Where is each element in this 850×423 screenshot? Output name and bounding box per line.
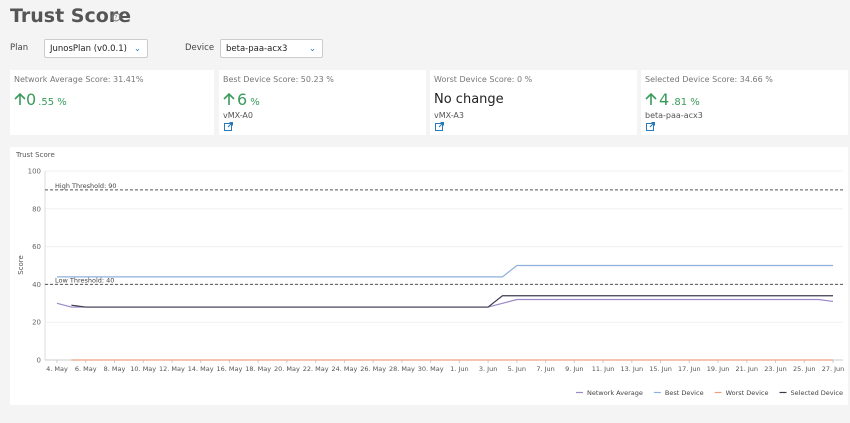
link-icon[interactable] <box>224 122 233 131</box>
x-tick-label: 21. Jun <box>735 365 758 373</box>
card-value: No change <box>434 92 504 107</box>
legend-label: Best Device <box>665 389 704 397</box>
x-tick-label: 10. May <box>130 365 156 373</box>
link-icon[interactable] <box>435 122 444 131</box>
plan-label: Plan <box>10 43 29 53</box>
card: Best Device Score: 50.23 % 6% vMX-A0 <box>219 70 426 135</box>
x-tick-label: 12. May <box>159 365 185 373</box>
threshold-label: High Threshold: 90 <box>55 182 117 190</box>
x-tick-label: 4. May <box>46 365 68 373</box>
series-line <box>71 295 833 308</box>
plan-value: JunosPlan (v0.0.1) <box>50 44 127 54</box>
x-tick-label: 15. Jun <box>649 365 672 373</box>
svg-text:?: ? <box>114 15 117 22</box>
chart: Trust Score Score 0 20 40 60 80 100 4. May 6. M… <box>10 147 848 405</box>
value-fraction: .81 % <box>671 97 700 108</box>
x-tick-label: 14. May <box>188 365 214 373</box>
x-tick-label: 17. Jun <box>678 365 701 373</box>
legend-label: Selected Device <box>791 389 843 397</box>
card-label: Network Average Score: 31.41% <box>14 75 144 84</box>
device-name: vMX-A0 <box>223 111 253 120</box>
card: Network Average Score: 31.41% 0.55 % <box>10 70 214 135</box>
chart-title: Trust Score <box>15 151 55 159</box>
x-tick-label: 22. May <box>303 365 329 373</box>
y-tick-label: 100 <box>28 168 41 176</box>
card-value: 6% <box>223 90 260 109</box>
y-tick-label: 40 <box>32 281 41 289</box>
plan-dropdown[interactable]: JunosPlan (v0.0.1) ⌄ <box>44 39 148 58</box>
x-tick-label: 24. May <box>331 365 357 373</box>
x-tick-label: 8. May <box>104 365 126 373</box>
card-label: Best Device Score: 50.23 % <box>223 75 334 84</box>
help-icon[interactable]: ? <box>111 12 121 22</box>
y-tick-label: 60 <box>32 243 41 251</box>
x-tick-label: 25. Jun <box>793 365 816 373</box>
value-fraction: % <box>250 97 260 108</box>
card: Worst Device Score: 0 % No change vMX-A3 <box>430 70 637 135</box>
legend-label: Worst Device <box>726 389 769 397</box>
page-title: Trust Score <box>10 5 132 27</box>
x-tick-label: 3. Jun <box>479 365 497 373</box>
x-tick-label: 28. May <box>389 365 415 373</box>
value-fraction: .55 % <box>38 97 67 108</box>
legend-label: Network Average <box>587 389 643 397</box>
x-tick-label: 26. May <box>360 365 386 373</box>
x-tick-label: 23. Jun <box>764 365 787 373</box>
threshold-label: Low Threshold: 40 <box>55 276 114 284</box>
x-tick-label: 16. May <box>217 365 243 373</box>
device-label: Device <box>185 43 215 53</box>
series-line <box>56 298 834 308</box>
y-tick-label: 0 <box>37 357 41 365</box>
y-tick-label: 80 <box>32 205 41 213</box>
x-tick-label: 13. Jun <box>621 365 644 373</box>
card-value: 4.81 % <box>645 90 700 109</box>
y-tick-label: 20 <box>32 319 41 327</box>
value-whole: 4 <box>659 90 670 109</box>
value-whole: 0 <box>26 90 37 109</box>
x-tick-label: 19. Jun <box>707 365 730 373</box>
x-tick-label: 7. Jun <box>536 365 554 373</box>
x-tick-label: 6. May <box>75 365 97 373</box>
y-axis-label: Score <box>17 255 25 275</box>
x-tick-label: 1. Jun <box>450 365 468 373</box>
x-tick-label: 5. Jun <box>508 365 526 373</box>
device-value: beta-paa-acx3 <box>226 44 288 54</box>
card-label: Selected Device Score: 34.66 % <box>645 75 773 84</box>
x-tick-label: 11. Jun <box>592 365 615 373</box>
card: Selected Device Score: 34.66 % 4.81 % be… <box>641 70 848 135</box>
series-line <box>57 264 833 278</box>
card-label: Worst Device Score: 0 % <box>434 75 533 84</box>
device-name: vMX-A3 <box>434 111 464 120</box>
value-whole: 6 <box>237 90 248 109</box>
x-tick-label: 18. May <box>245 365 271 373</box>
x-tick-label: 20. May <box>274 365 300 373</box>
card-value: 0.55 % <box>14 90 67 109</box>
x-tick-label: 9. Jun <box>565 365 583 373</box>
device-name: beta-paa-acx3 <box>645 111 703 120</box>
link-icon[interactable] <box>646 122 655 131</box>
device-dropdown[interactable]: beta-paa-acx3 ⌄ <box>220 39 323 58</box>
x-tick-label: 30. May <box>418 365 444 373</box>
x-tick-label: 27. Jun <box>822 365 845 373</box>
